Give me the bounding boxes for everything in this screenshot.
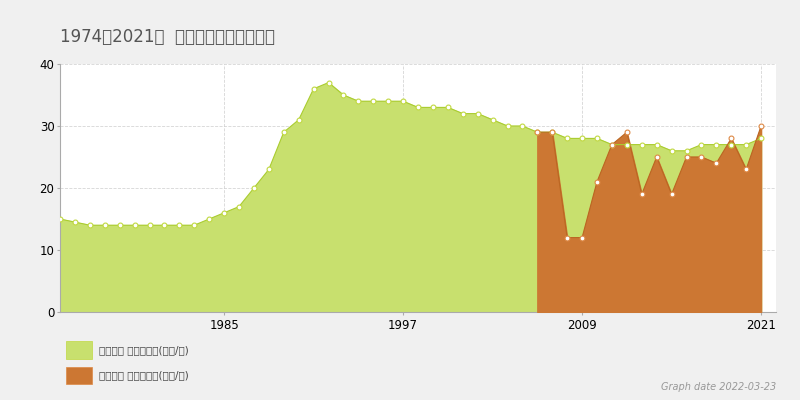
Text: 1974～2021年  安芸郡坂町の地価渚移: 1974～2021年 安芸郡坂町の地価渚移 (60, 28, 275, 46)
Text: 地価公示 平均坊単価(万円/坊): 地価公示 平均坊単価(万円/坊) (99, 345, 189, 355)
Bar (66, 341, 93, 359)
Text: 取引価格 平均坊単価(万円/坊): 取引価格 平均坊単価(万円/坊) (99, 370, 189, 380)
Text: Graph date 2022-03-23: Graph date 2022-03-23 (661, 382, 776, 392)
Bar (66, 366, 93, 384)
